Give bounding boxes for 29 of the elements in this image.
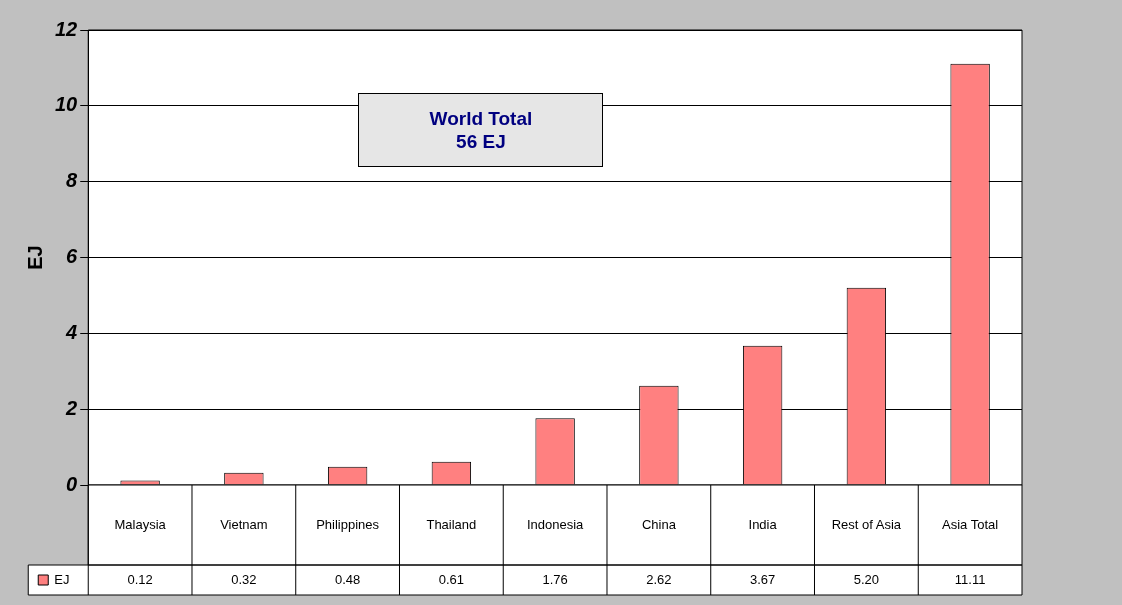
text: 2.62 bbox=[646, 571, 672, 587]
y-tick-label: 8 bbox=[66, 169, 79, 192]
text: 11.11 bbox=[954, 571, 986, 587]
text-box: World Total 56 EJ bbox=[358, 93, 604, 168]
x-tick-label: Rest of Asia bbox=[831, 516, 902, 532]
x-tick-label: Thailand bbox=[426, 516, 477, 532]
x-tick-label: Vietnam bbox=[220, 516, 268, 532]
text: 3.67 bbox=[749, 571, 776, 587]
legend-label: EJ bbox=[54, 571, 70, 587]
text: 0.61 bbox=[438, 571, 465, 587]
y-tick-label: 12 bbox=[55, 17, 78, 40]
y-tick-label: 10 bbox=[55, 93, 78, 116]
y-axis-title: EJ bbox=[23, 245, 46, 270]
x-tick-label: Indonesia bbox=[526, 516, 585, 532]
y-tick-label: 0 bbox=[66, 472, 78, 495]
text: 0.12 bbox=[127, 571, 153, 587]
x-tick-label: Philippines bbox=[316, 516, 380, 532]
y-tick-label: 6 bbox=[66, 245, 79, 268]
text: 1.76 bbox=[542, 571, 568, 587]
y-tick-label: 4 bbox=[65, 320, 78, 343]
x-tick-label: Malaysia bbox=[114, 516, 167, 532]
y-tick-label: 2 bbox=[65, 396, 78, 419]
text: 0.32 bbox=[231, 571, 257, 587]
x-tick-label: India bbox=[748, 516, 778, 532]
text: 5.20 bbox=[853, 571, 880, 587]
x-tick-label: China bbox=[641, 516, 677, 532]
annotation: World Total 56 EJ bbox=[429, 107, 533, 154]
x-tick-label: Asia Total bbox=[942, 516, 999, 532]
text: 0.48 bbox=[334, 571, 361, 587]
